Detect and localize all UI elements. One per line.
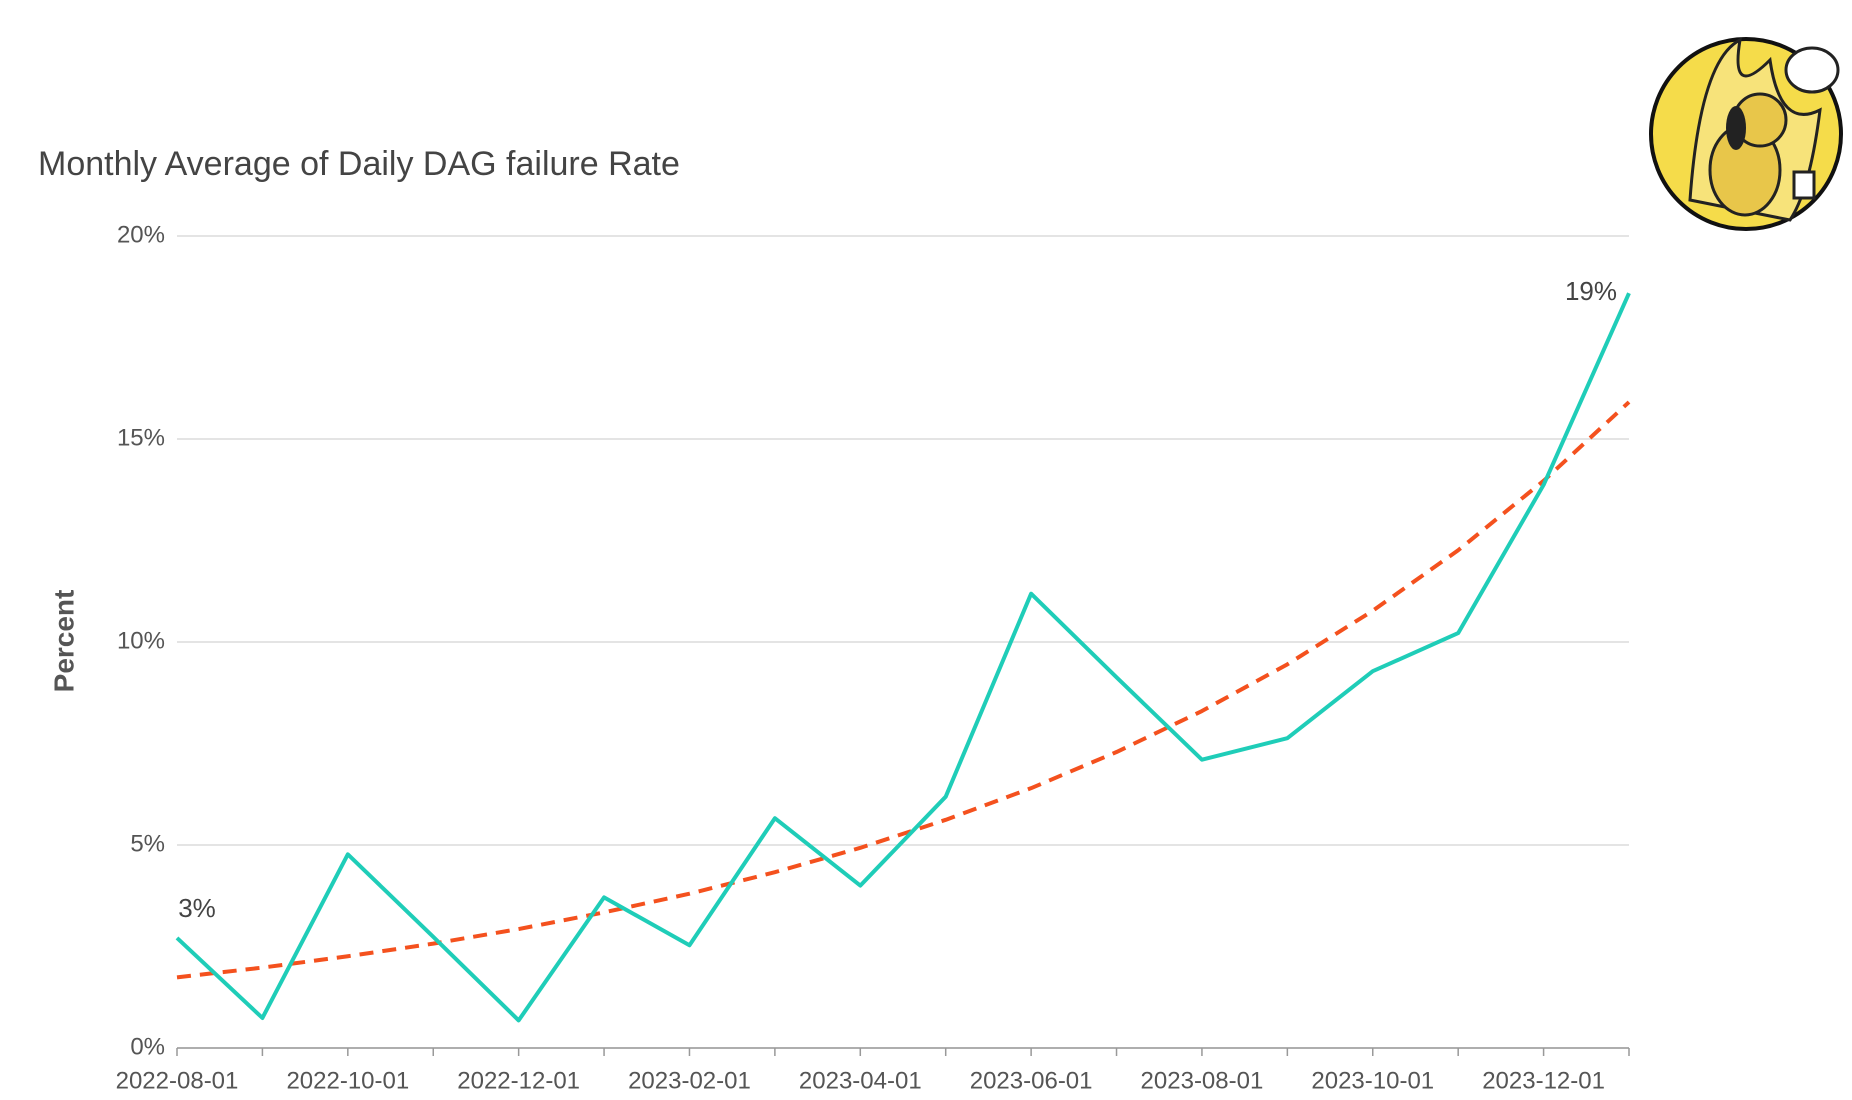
y-tick-label: 5% [130,830,165,857]
y-axis-label: Percent [48,590,79,693]
x-tick-label: 2023-10-01 [1311,1067,1434,1094]
x-tick-label: 2023-06-01 [970,1067,1093,1094]
y-tick-label: 20% [117,221,165,248]
x-tick-label: 2023-12-01 [1482,1067,1605,1094]
x-tick-label: 2022-10-01 [286,1067,409,1094]
y-tick-label: 10% [117,627,165,654]
y-tick-label: 15% [117,424,165,451]
x-tick-label: 2023-08-01 [1141,1067,1264,1094]
data-label: 19% [1565,276,1617,306]
x-tick-label: 2023-04-01 [799,1067,922,1094]
y-tick-label: 0% [130,1033,165,1060]
data-label: 3% [178,893,216,923]
x-tick-label: 2022-08-01 [116,1067,239,1094]
this-is-fine-icon [1649,37,1843,231]
x-tick-label: 2023-02-01 [628,1067,751,1094]
trend-line [176,400,1631,980]
data-line [175,292,1631,1023]
x-tick-label: 2022-12-01 [457,1067,580,1094]
chart-title: Monthly Average of Daily DAG failure Rat… [38,145,680,183]
